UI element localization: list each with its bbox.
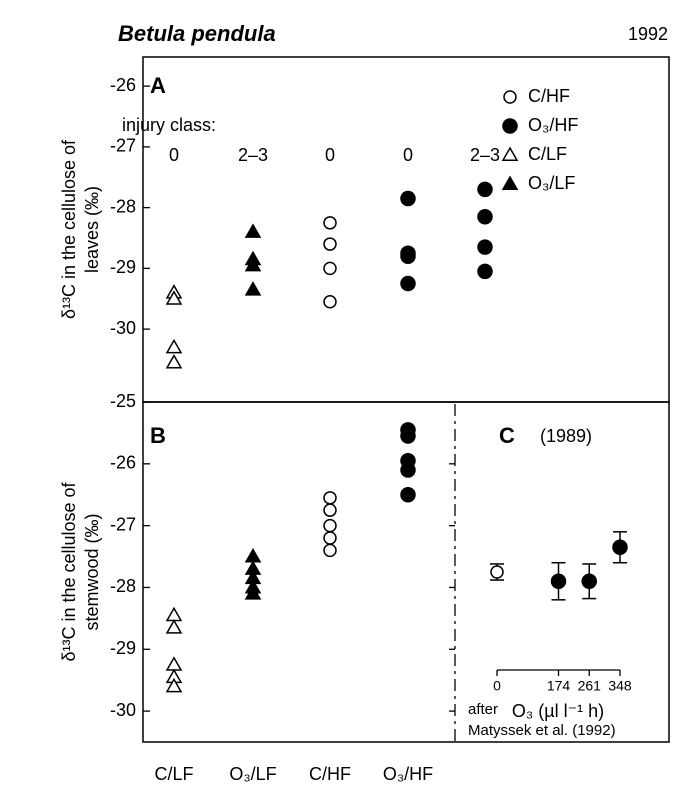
panel-a-frame: [142, 56, 670, 403]
x-tick-label: 174: [547, 678, 571, 694]
legend-marker: [502, 118, 518, 134]
category-label: O₃/HF: [383, 764, 433, 784]
panel-letter: C: [499, 423, 515, 448]
marker: [612, 539, 628, 556]
category-label: 2–3: [470, 145, 500, 165]
marker: [477, 263, 493, 280]
category-label: 2–3: [238, 145, 268, 165]
y-tick-label: -28: [110, 196, 136, 216]
marker: [400, 428, 416, 444]
marker: [244, 256, 262, 272]
x-tick-label: 0: [493, 678, 501, 694]
category-label: 0: [169, 145, 179, 165]
panel-letter: B: [150, 423, 166, 448]
marker: [400, 462, 416, 478]
panel-subtitle: (1989): [540, 426, 592, 446]
marker: [165, 606, 183, 622]
y-tick-label: -30: [110, 700, 136, 720]
legend-marker: [501, 146, 519, 161]
marker: [400, 190, 416, 207]
marker: [323, 216, 337, 230]
y-tick-label: -30: [110, 318, 136, 338]
legend-label: C/HF: [528, 86, 570, 106]
x-tick-label: 261: [578, 678, 602, 694]
marker: [400, 248, 416, 264]
category-label: C/HF: [309, 764, 351, 784]
panel-bc-frame: [142, 401, 670, 743]
marker: [323, 237, 337, 251]
category-label: 0: [403, 145, 413, 165]
y-tick-label: -25: [110, 391, 136, 411]
legend-label: O₃/HF: [528, 115, 578, 135]
marker: [400, 275, 416, 292]
marker: [165, 354, 183, 369]
y-tick-label: -29: [110, 257, 136, 277]
marker: [244, 548, 262, 563]
category-label: O₃/LF: [229, 764, 276, 784]
marker: [323, 295, 337, 309]
legend-marker: [501, 175, 519, 190]
annotation: after: [468, 701, 498, 718]
marker: [323, 543, 337, 558]
marker: [244, 223, 262, 238]
legend-marker: [503, 90, 517, 104]
y-tick-label: -27: [110, 514, 136, 534]
legend-label: O₃/LF: [528, 173, 575, 193]
y-axis-label: stemwood (‰): [82, 513, 102, 630]
y-tick-label: -26: [110, 75, 136, 95]
marker: [165, 338, 183, 354]
injury-class-label: injury class:: [122, 115, 216, 135]
annotation: Matyssek et al. (1992): [468, 722, 616, 739]
panel-letter: A: [150, 73, 166, 98]
category-label: 0: [325, 145, 335, 165]
marker: [323, 491, 337, 505]
y-tick-label: -29: [110, 638, 136, 658]
marker: [323, 518, 337, 533]
marker: [244, 281, 262, 296]
marker: [477, 181, 493, 198]
marker: [477, 208, 493, 225]
x-axis-label: O₃ (µl l⁻¹ h): [512, 701, 604, 721]
marker: [165, 619, 183, 634]
marker: [581, 573, 597, 590]
y-axis-label: δ¹³C in the cellulose of: [59, 481, 79, 661]
marker: [477, 239, 493, 255]
marker: [165, 290, 183, 305]
marker: [550, 573, 567, 590]
marker: [490, 565, 504, 579]
marker: [165, 677, 183, 693]
marker: [244, 585, 262, 600]
y-tick-label: -28: [110, 576, 136, 596]
category-label: C/LF: [154, 764, 193, 784]
y-axis-label: leaves (‰): [82, 186, 102, 273]
marker: [165, 656, 183, 671]
marker: [400, 486, 416, 503]
legend-label: C/LF: [528, 144, 567, 164]
y-axis-label: δ¹³C in the cellulose of: [59, 139, 79, 319]
figure-year: 1992: [628, 24, 668, 44]
marker: [323, 261, 337, 276]
marker: [323, 503, 337, 517]
marker: [323, 531, 337, 545]
figure-title: Betula pendula: [118, 21, 276, 46]
x-tick-label: 348: [608, 678, 632, 694]
y-tick-label: -26: [110, 453, 136, 473]
y-tick-label: -27: [110, 136, 136, 156]
